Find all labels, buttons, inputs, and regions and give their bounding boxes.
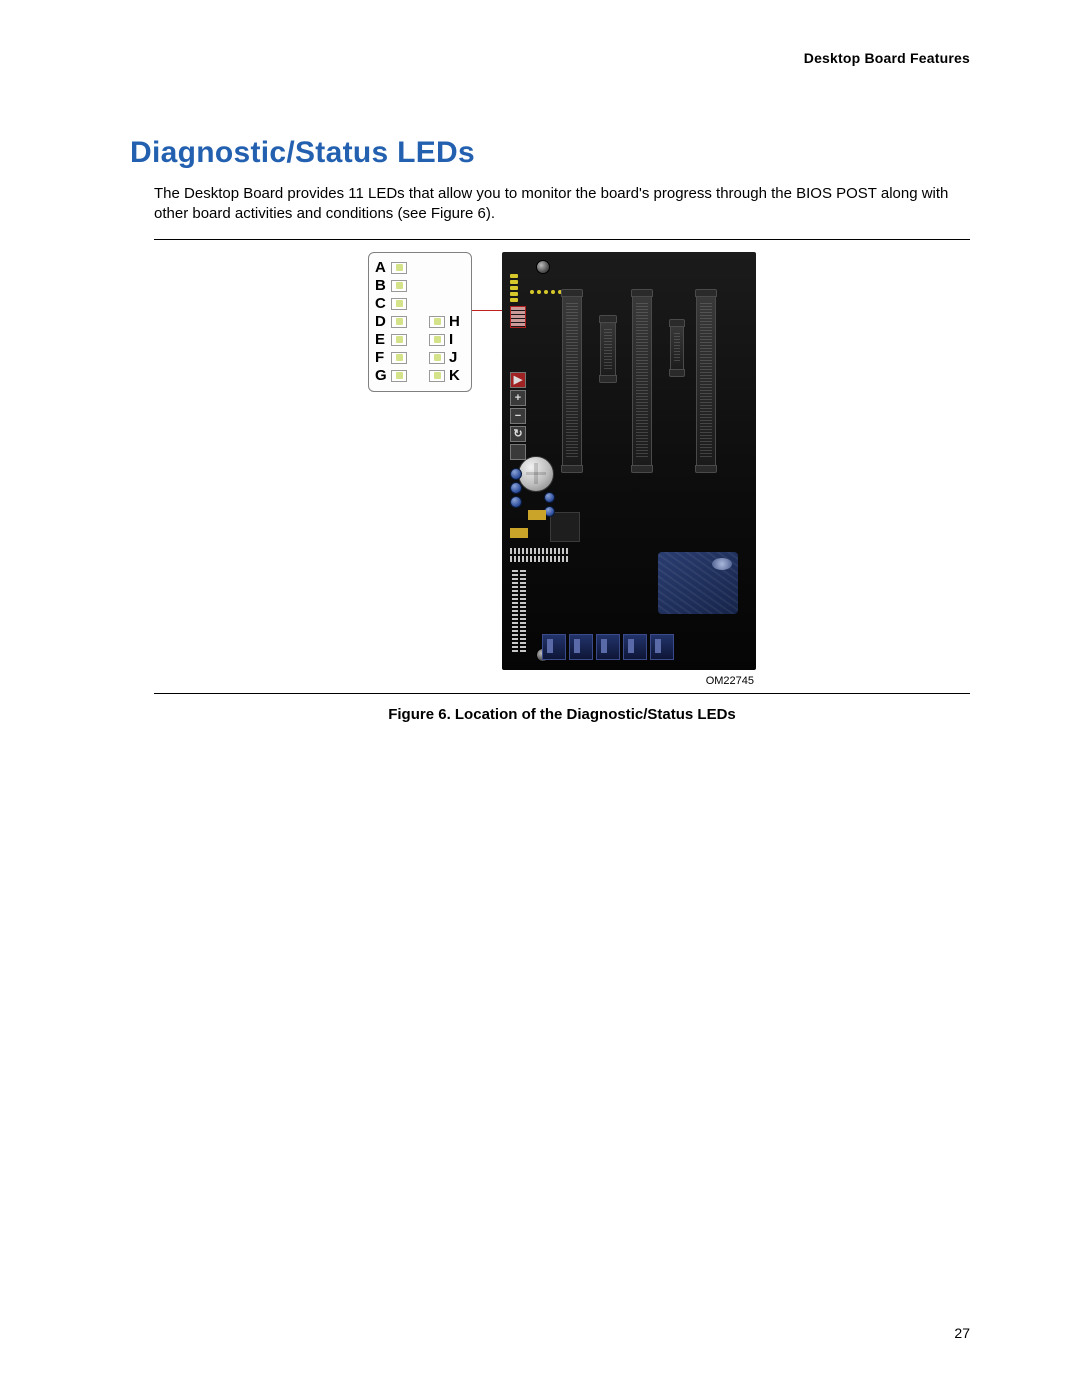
capacitor-icon (510, 496, 522, 508)
legend-row: EI (375, 331, 463, 349)
led-icon (391, 334, 407, 346)
status-led-cluster (510, 306, 526, 328)
led-row (530, 290, 562, 294)
coin-cell-battery-icon (518, 456, 554, 492)
legend-letter: H (449, 313, 463, 330)
led-icon (429, 316, 445, 328)
pin-header-icon (512, 570, 518, 654)
onboard-button-icon: ▶ (510, 372, 526, 388)
figure-caption: Figure 6. Location of the Diagnostic/Sta… (154, 706, 970, 723)
pcie-slot-icon (696, 292, 716, 470)
screw-hole-icon (536, 260, 550, 274)
led-icon (391, 316, 407, 328)
figure-ref-code: OM22745 (368, 675, 756, 687)
legend-row: FJ (375, 349, 463, 367)
figure-6: ABCDHEIFJGK (154, 252, 970, 687)
led-column (510, 274, 518, 302)
pcie-slot-icon (562, 292, 582, 470)
pin-header-icon (520, 570, 526, 654)
chip-icon (550, 512, 580, 542)
legend-letter: K (449, 367, 463, 384)
divider-bottom (154, 693, 970, 694)
pin-header-icon (510, 548, 568, 554)
led-icon (429, 370, 445, 382)
led-icon (391, 280, 407, 292)
capacitor-icon (510, 482, 522, 494)
legend-row: C (375, 295, 463, 313)
legend-letter: E (375, 331, 389, 348)
page-title: Diagnostic/Status LEDs (130, 136, 970, 170)
legend-row: GK (375, 367, 463, 385)
led-icon (391, 370, 407, 382)
pcie-slot-icon (670, 322, 684, 374)
legend-letter: I (449, 331, 463, 348)
divider-top (154, 239, 970, 240)
legend-letter: F (375, 349, 389, 366)
onboard-button-icon (510, 444, 526, 460)
led-icon (391, 262, 407, 274)
led-icon (429, 352, 445, 364)
capacitor-icon (544, 492, 555, 503)
onboard-button-icon: − (510, 408, 526, 424)
led-icon (391, 352, 407, 364)
pcie-slot-icon (600, 318, 616, 380)
legend-row: DH (375, 313, 463, 331)
led-icon (429, 334, 445, 346)
legend-letter: D (375, 313, 389, 330)
onboard-button-icon: + (510, 390, 526, 406)
heatsink-icon (658, 552, 738, 614)
page-number: 27 (954, 1325, 970, 1341)
led-icon (391, 298, 407, 310)
pin-header-icon (510, 556, 568, 562)
onboard-button-icon: ↻ (510, 426, 526, 442)
pcie-slot-icon (632, 292, 652, 470)
intro-paragraph: The Desktop Board provides 11 LEDs that … (154, 184, 968, 225)
legend-row: A (375, 259, 463, 277)
legend-letter: G (375, 367, 389, 384)
motherboard-diagram: ▶ + − ↻ (502, 252, 756, 670)
legend-letter: J (449, 349, 463, 366)
legend-letter: B (375, 277, 389, 294)
legend-letter: A (375, 259, 389, 276)
legend-letter: C (375, 295, 389, 312)
section-header: Desktop Board Features (130, 50, 970, 66)
capacitor-icon (510, 468, 522, 480)
connector-icon (528, 510, 546, 520)
led-legend: ABCDHEIFJGK (368, 252, 472, 392)
sata-ports (542, 634, 674, 660)
legend-row: B (375, 277, 463, 295)
connector-icon (510, 528, 528, 538)
